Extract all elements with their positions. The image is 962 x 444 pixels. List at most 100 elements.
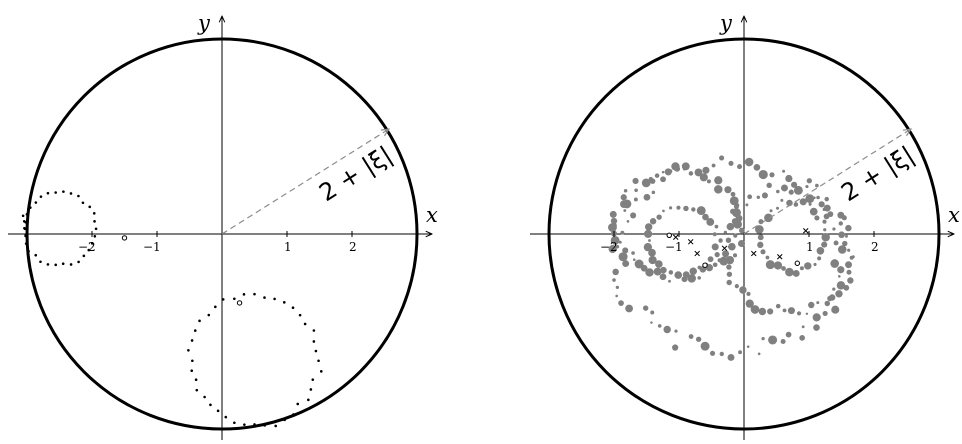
gray-data-point (650, 310, 655, 315)
gray-data-point (780, 184, 788, 192)
gray-data-point (832, 287, 836, 291)
gray-data-point (769, 172, 775, 178)
gray-data-point (757, 241, 764, 249)
gray-data-point (697, 276, 701, 280)
gray-data-point (655, 260, 663, 268)
gray-data-point (634, 259, 644, 269)
gray-data-point (755, 225, 764, 234)
gray-data-point (725, 237, 732, 243)
eigenvalue-dot (198, 319, 201, 323)
left-panel: 2 + |ξ| x y −2 −1 1 2 (8, 11, 438, 440)
gray-data-point (643, 193, 651, 201)
gray-data-point (668, 270, 674, 275)
gray-data-point (823, 213, 830, 220)
gray-data-point (728, 160, 734, 166)
cross-marker (672, 234, 679, 241)
gray-data-point (847, 277, 854, 284)
gray-data-point (702, 213, 709, 221)
gray-data-point (610, 217, 618, 225)
gray-data-point (745, 203, 749, 207)
gray-data-point (714, 185, 723, 194)
gray-data-point (648, 248, 656, 257)
eigenvalue-dot (54, 263, 58, 267)
gray-data-point (823, 228, 827, 232)
gray-data-point (735, 203, 740, 208)
gray-data-point (623, 188, 628, 193)
gray-data-point (768, 335, 778, 345)
gray-data-point (656, 214, 662, 220)
eigenvalue-dot (253, 292, 256, 296)
gray-data-point (781, 266, 786, 271)
gray-data-point (648, 239, 651, 242)
gray-data-point (618, 240, 622, 244)
gray-data-point (709, 350, 716, 356)
gray-data-point (805, 312, 809, 316)
gray-data-point (719, 155, 725, 161)
gray-data-point (714, 224, 719, 229)
gray-data-point (648, 255, 657, 265)
gray-data-point (845, 224, 852, 232)
gray-data-point (641, 178, 651, 188)
gray-data-point (846, 269, 852, 275)
eigenvalue-dot (190, 339, 194, 342)
gray-data-point (622, 247, 629, 254)
cross-marker (721, 245, 728, 252)
gray-data-point (814, 215, 820, 221)
gray-data-point (805, 184, 809, 189)
eigenvalue-dot (191, 359, 194, 363)
eigenvalue-dot (39, 195, 43, 198)
gray-data-point (744, 157, 754, 167)
gray-data-point (707, 256, 714, 263)
eigenvalue-dot (243, 423, 246, 426)
gray-data-point (806, 178, 812, 184)
x-tick-label: −1 (143, 240, 161, 254)
gray-data-point (733, 233, 738, 238)
gray-data-point (674, 271, 683, 279)
gray-data-point (718, 238, 723, 243)
gray-data-point (838, 231, 845, 239)
gray-data-point (821, 233, 830, 242)
gray-data-point (650, 321, 653, 324)
gray-data-point (654, 173, 660, 178)
eigenvalue-dot (92, 212, 96, 215)
gray-data-point (711, 163, 716, 168)
gray-data-point (712, 232, 717, 237)
gray-data-point (760, 249, 766, 255)
gray-data-point (634, 188, 638, 193)
eigenvalue-dot (77, 194, 80, 198)
gray-data-point (738, 350, 743, 355)
gray-data-point (714, 252, 720, 258)
gray-data-point (611, 222, 617, 228)
gray-data-point (610, 236, 620, 245)
right-gray-points (608, 155, 855, 361)
eigenvalue-dot (298, 313, 302, 317)
gray-data-point (745, 299, 754, 308)
gray-data-point (799, 266, 804, 271)
gray-data-point (724, 186, 732, 194)
gray-data-point (816, 246, 825, 255)
gray-data-point (799, 335, 805, 341)
gray-data-point (821, 241, 828, 248)
gray-data-point (761, 192, 768, 199)
eigenvalue-dot (24, 242, 28, 245)
gray-data-point (832, 227, 836, 231)
gray-data-point (732, 253, 738, 258)
gray-data-point (699, 173, 708, 182)
open-point-marker (794, 260, 800, 266)
gray-data-point (726, 271, 733, 277)
right-data-points (666, 227, 809, 268)
gray-data-point (631, 251, 635, 255)
eigenvalue-dot (194, 378, 198, 382)
gray-data-point (671, 162, 680, 171)
gray-data-point (787, 307, 795, 315)
gray-data-point (773, 261, 783, 270)
x-tick-label: 1 (806, 240, 814, 254)
x-tick-label: 1 (284, 240, 292, 254)
gray-data-point (615, 285, 619, 289)
gray-data-point (706, 179, 711, 184)
gray-data-point (824, 300, 831, 307)
gray-data-point (843, 284, 850, 291)
gray-data-point (626, 220, 630, 223)
gray-data-point (722, 250, 730, 258)
